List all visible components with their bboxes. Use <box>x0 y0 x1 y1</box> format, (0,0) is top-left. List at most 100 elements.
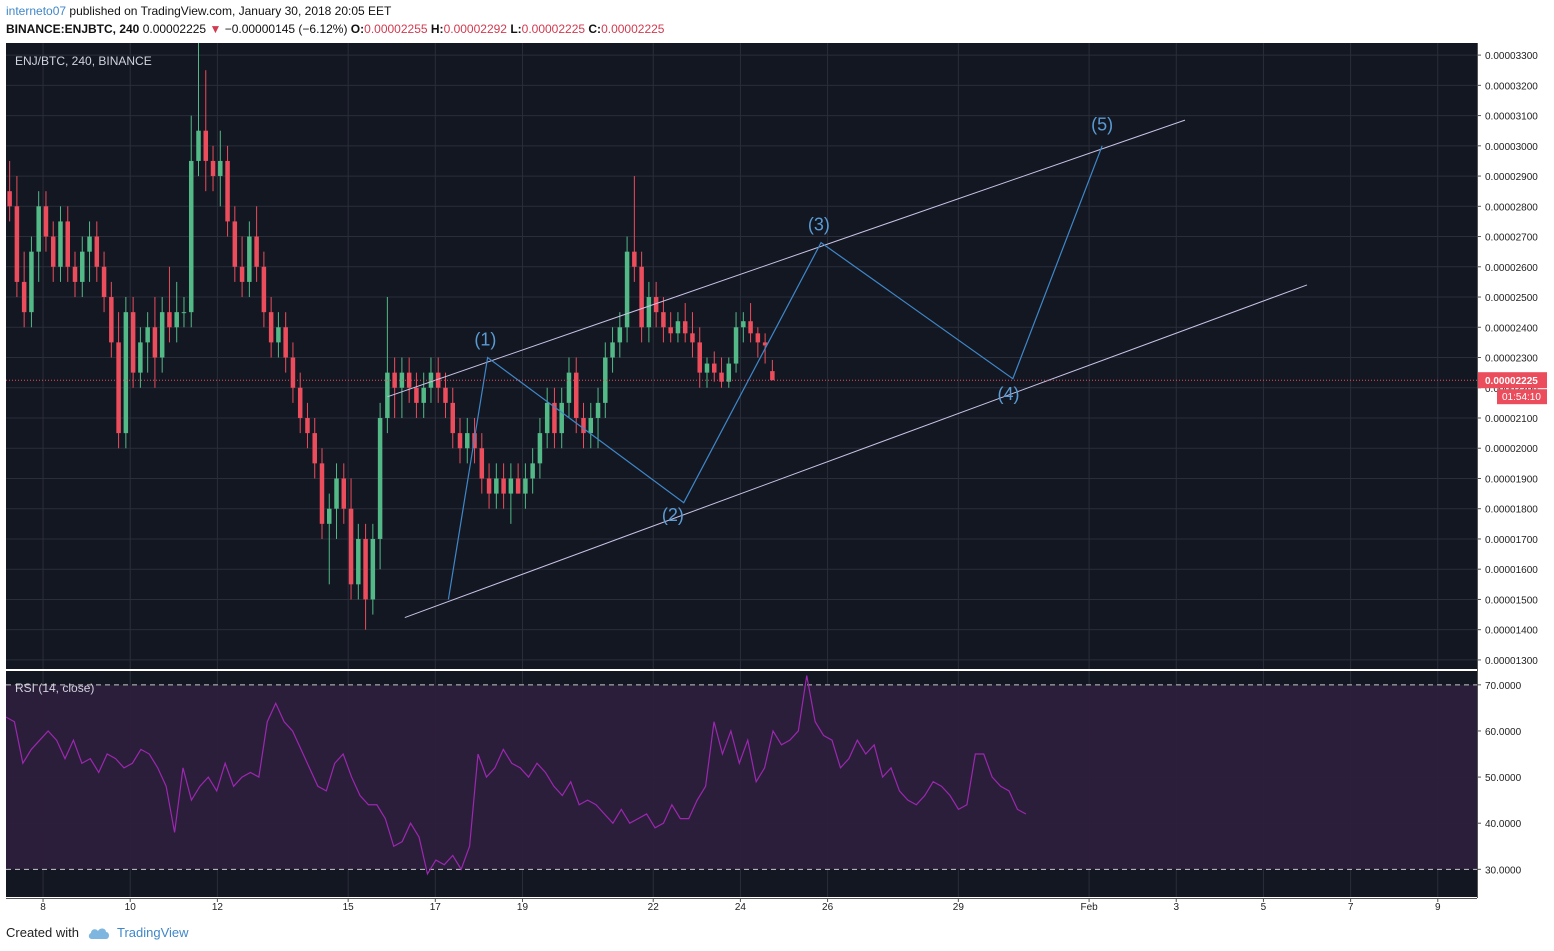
price-axis-label: 0.00002500 <box>1485 293 1538 304</box>
time-axis-label: 10 <box>125 902 137 913</box>
symbol-label: BINANCE:ENJBTC, 240 <box>6 22 140 36</box>
candle-body <box>552 402 557 434</box>
candle-body <box>523 478 528 494</box>
candle-body <box>225 160 230 222</box>
wave-label: (2) <box>662 505 684 525</box>
price-change: −0.00000145 (−6.12%) <box>224 22 348 36</box>
channel-line <box>387 119 1186 398</box>
current-price-label: 0.00002225 <box>1485 376 1538 387</box>
candle-body <box>443 387 448 403</box>
candle-body <box>14 206 20 282</box>
time-axis-label: 3 <box>1173 902 1179 913</box>
price-axis-label: 0.00003100 <box>1485 112 1538 123</box>
candle-body <box>712 363 717 373</box>
candle-body <box>741 321 746 328</box>
candle-body <box>704 363 710 373</box>
candle-body <box>363 538 368 600</box>
countdown-tag <box>1497 389 1547 405</box>
candle-body <box>218 160 223 177</box>
candle-body <box>50 236 56 267</box>
rsi-axis-label: 50.0000 <box>1485 773 1522 784</box>
candle-body <box>65 221 70 267</box>
candle-body <box>290 357 296 388</box>
candle-body <box>43 206 49 237</box>
price-axis-label: 0.00002700 <box>1485 233 1538 244</box>
candle-body <box>276 327 281 343</box>
candle-body <box>515 478 521 494</box>
author-link[interactable]: interneto07 <box>6 4 67 18</box>
candle-body <box>530 463 535 479</box>
rsi-line <box>6 675 1027 876</box>
candle-body <box>762 342 768 346</box>
rsi-axis-label: 40.0000 <box>1485 819 1522 830</box>
candle-body <box>385 372 390 418</box>
candle-body <box>719 372 724 382</box>
candle-body <box>595 402 601 418</box>
rsi-pane-title: RSI (14, close) <box>15 681 94 695</box>
publish-info: interneto07 published on TradingView.com… <box>6 4 391 18</box>
candle-body <box>428 372 434 388</box>
current-price-tag <box>1478 372 1547 389</box>
price-axis-label: 0.00002300 <box>1485 354 1538 365</box>
wave-label: (1) <box>474 329 496 349</box>
tradingview-link[interactable]: TradingView <box>87 925 189 940</box>
candle-body <box>123 312 129 434</box>
rsi-axis-label: 30.0000 <box>1485 865 1522 876</box>
candle-body <box>247 236 252 282</box>
candle-body <box>537 433 543 464</box>
candle-body <box>101 266 107 298</box>
candle-body <box>232 221 238 267</box>
time-axis-label: 8 <box>40 902 46 913</box>
open-value: 0.00002255 <box>364 22 428 36</box>
rsi-axis-label: 60.0000 <box>1485 727 1522 738</box>
footer: Created with TradingView <box>6 925 189 940</box>
time-axis-label: 24 <box>735 902 747 913</box>
time-axis-label: 29 <box>953 902 965 913</box>
candle-body <box>181 312 187 314</box>
low-value: 0.00002225 <box>521 22 586 36</box>
elliott-wave-path <box>447 145 1103 600</box>
candle-body <box>661 312 666 328</box>
candle-body <box>138 342 143 373</box>
price-axis-label: 0.00001400 <box>1485 626 1538 637</box>
chart-canvas[interactable]: 0.00001300 0.00001400 0.00001500 0.00001600… <box>6 43 1548 915</box>
candle-body <box>145 327 150 343</box>
candle-body <box>414 387 419 403</box>
candle-body <box>109 297 114 343</box>
candle-body <box>334 478 339 509</box>
candle-body <box>733 327 739 364</box>
candle-body <box>72 266 78 282</box>
close-label: C: <box>588 22 602 36</box>
candle-body <box>188 160 194 313</box>
candle-body <box>377 417 383 539</box>
candle-body <box>603 357 608 403</box>
time-axis-label: 26 <box>822 902 834 913</box>
candle-body <box>748 321 753 334</box>
candle-body <box>283 327 288 358</box>
candle-body <box>312 433 317 464</box>
candle-body <box>399 372 405 388</box>
candle-body <box>639 266 644 328</box>
close-value: 0.00002225 <box>601 22 665 36</box>
price-axis-label: 0.00001700 <box>1485 535 1538 546</box>
candle-body <box>268 312 274 343</box>
candle-body <box>770 371 775 381</box>
candle-body <box>697 342 702 373</box>
wave-label: (3) <box>808 214 830 234</box>
candle-body <box>203 130 209 161</box>
candle-body <box>348 508 354 585</box>
price-pane-title: ENJ/BTC, 240, BINANCE <box>15 54 152 68</box>
candle-body <box>755 333 761 343</box>
candle-body <box>544 402 550 434</box>
candle-body <box>29 251 34 313</box>
tradingview-brand: TradingView <box>116 925 189 940</box>
candle-body <box>392 372 397 388</box>
candle-body <box>196 130 201 161</box>
candle-body <box>261 266 267 313</box>
time-axis-label: 22 <box>648 902 660 913</box>
time-axis-label: 12 <box>212 902 224 913</box>
candle-body <box>581 417 586 434</box>
candle-body <box>610 342 615 358</box>
channel-line <box>404 284 1308 619</box>
open-label: O: <box>350 22 365 36</box>
